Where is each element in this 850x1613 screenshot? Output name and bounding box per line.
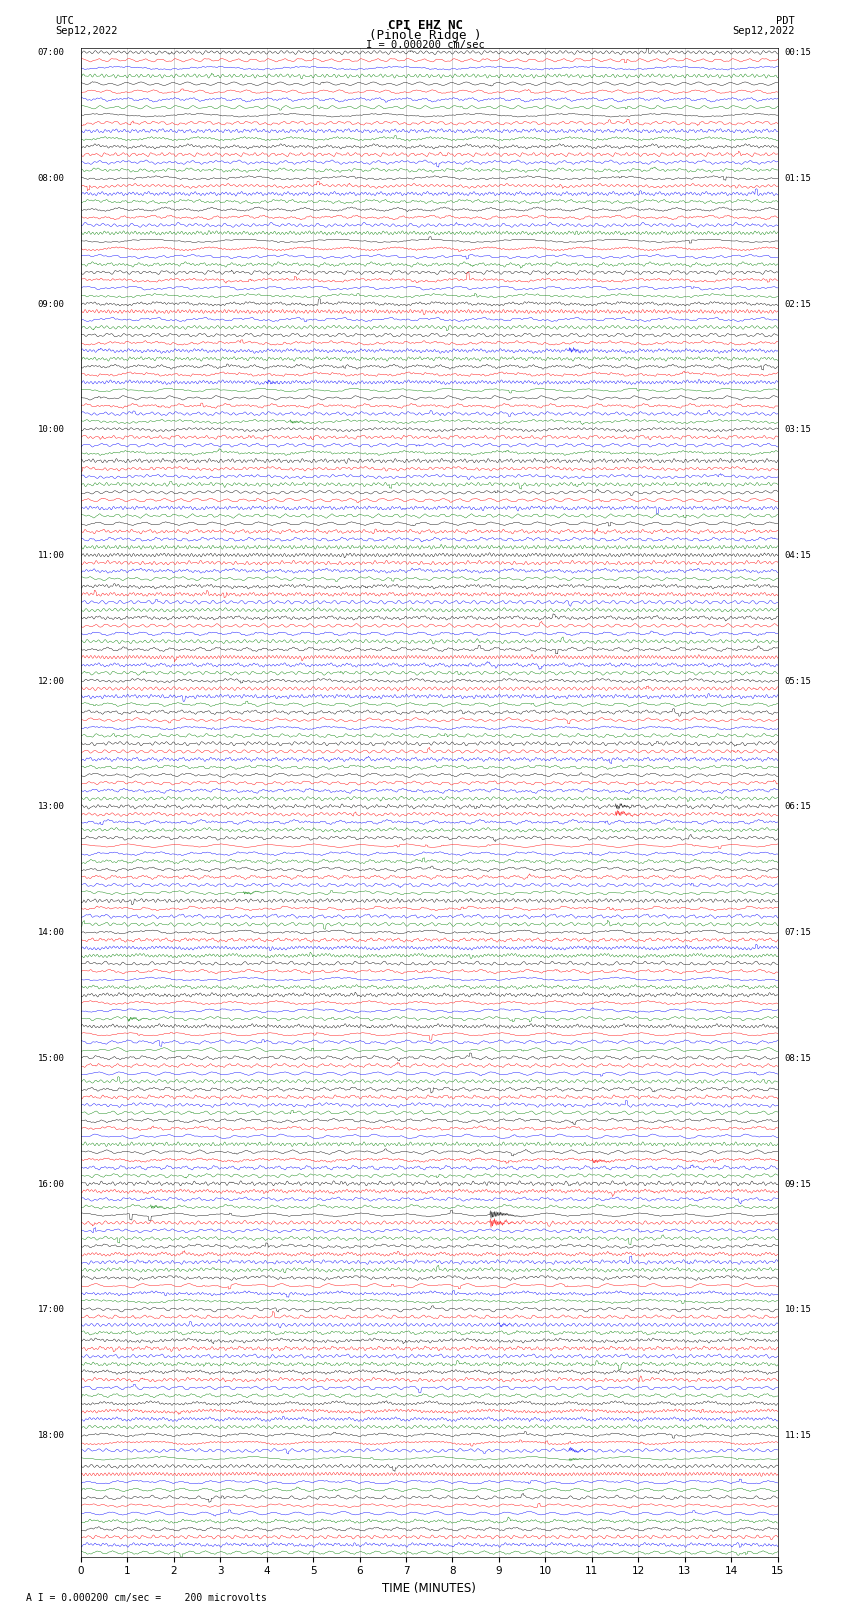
Text: 12:00: 12:00: [37, 677, 65, 686]
Text: 05:15: 05:15: [785, 677, 812, 686]
Text: 16:00: 16:00: [37, 1179, 65, 1189]
Text: 13:00: 13:00: [37, 803, 65, 811]
Text: 15:00: 15:00: [37, 1053, 65, 1063]
Text: PDT: PDT: [776, 16, 795, 26]
Text: 02:15: 02:15: [785, 300, 812, 308]
Text: 06:15: 06:15: [785, 803, 812, 811]
Text: 14:00: 14:00: [37, 927, 65, 937]
Text: 10:15: 10:15: [785, 1305, 812, 1315]
Text: 08:15: 08:15: [785, 1053, 812, 1063]
Text: 08:00: 08:00: [37, 174, 65, 182]
Text: Sep12,2022: Sep12,2022: [732, 26, 795, 35]
X-axis label: TIME (MINUTES): TIME (MINUTES): [382, 1582, 476, 1595]
Text: 00:15: 00:15: [785, 48, 812, 58]
Text: A I = 0.000200 cm/sec =    200 microvolts: A I = 0.000200 cm/sec = 200 microvolts: [26, 1594, 266, 1603]
Text: (Pinole Ridge ): (Pinole Ridge ): [369, 29, 481, 42]
Text: 10:00: 10:00: [37, 426, 65, 434]
Text: 17:00: 17:00: [37, 1305, 65, 1315]
Text: 11:15: 11:15: [785, 1431, 812, 1440]
Text: 09:00: 09:00: [37, 300, 65, 308]
Text: 11:00: 11:00: [37, 552, 65, 560]
Text: I = 0.000200 cm/sec: I = 0.000200 cm/sec: [366, 40, 484, 50]
Text: 03:15: 03:15: [785, 426, 812, 434]
Text: 07:15: 07:15: [785, 927, 812, 937]
Text: 04:15: 04:15: [785, 552, 812, 560]
Text: 09:15: 09:15: [785, 1179, 812, 1189]
Text: 18:00: 18:00: [37, 1431, 65, 1440]
Text: Sep12,2022: Sep12,2022: [55, 26, 118, 35]
Text: UTC: UTC: [55, 16, 74, 26]
Text: 07:00: 07:00: [37, 48, 65, 58]
Text: CPI EHZ NC: CPI EHZ NC: [388, 19, 462, 32]
Text: 01:15: 01:15: [785, 174, 812, 182]
